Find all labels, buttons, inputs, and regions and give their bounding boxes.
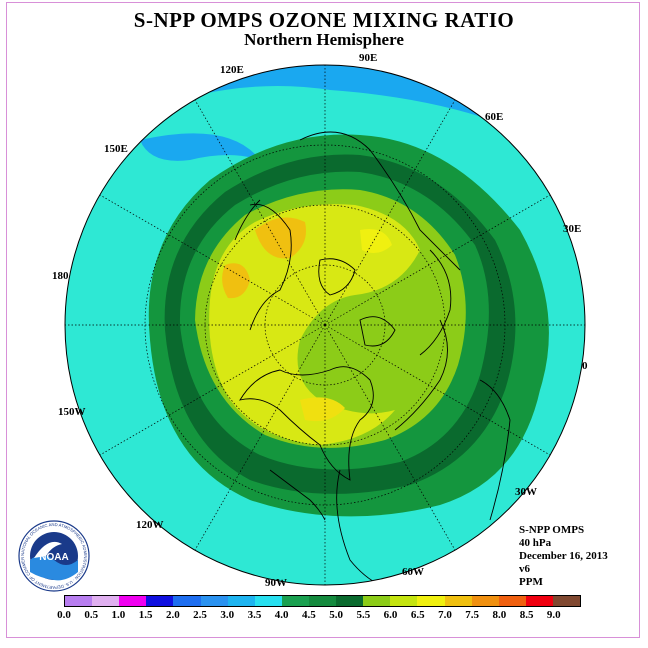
- legend-tick: 4.0: [274, 609, 289, 621]
- legend-tick: 8.5: [519, 609, 534, 621]
- graticule: [65, 65, 585, 585]
- lon-label-180: 180: [52, 270, 69, 282]
- legend-swatch: [336, 596, 364, 606]
- legend-tick: 3.0: [220, 609, 235, 621]
- page-title: S-NPP OMPS OZONE MIXING RATIO: [133, 8, 515, 32]
- ozone-blue-lobe: [140, 133, 260, 161]
- legend-tick: 2.5: [193, 609, 207, 621]
- info-units: PPM: [519, 576, 543, 588]
- info-date: December 16, 2013: [519, 550, 608, 562]
- legend-tick: 1.5: [138, 609, 153, 621]
- legend-swatch: [525, 596, 553, 606]
- legend-swatch: [227, 596, 255, 606]
- legend-tick: 7.0: [438, 609, 452, 621]
- legend-swatch: [92, 596, 120, 606]
- lon-label-120e: 120E: [220, 64, 244, 76]
- lon-label-30e: 30E: [563, 223, 581, 235]
- plot-frame: [6, 2, 640, 638]
- legend-swatch: [254, 596, 282, 606]
- legend-tick: 2.0: [165, 609, 180, 621]
- ozone-yellow-patch: [300, 397, 345, 422]
- ozone-yellow-region: [209, 204, 420, 445]
- legend-tick: 6.5: [410, 609, 425, 621]
- page-subtitle: Northern Hemisphere: [244, 30, 404, 49]
- noaa-logo-text: NOAA: [39, 552, 68, 563]
- info-instrument: S-NPP OMPS: [519, 524, 585, 536]
- lon-label-90w: 90W: [265, 577, 287, 589]
- legend-swatch: [173, 596, 201, 606]
- longitude-labels: 90E 60E 30E 0 30W 60W 90W 120W 150W 180 …: [52, 52, 588, 589]
- legend-swatch: [417, 596, 445, 606]
- legend-swatch: [119, 596, 147, 606]
- legend-swatch: [281, 596, 309, 606]
- legend-tick: 4.5: [302, 609, 316, 621]
- legend-swatch: [146, 596, 174, 606]
- legend-swatch: [471, 596, 499, 606]
- lon-label-150w: 150W: [58, 406, 86, 418]
- legend-swatch: [200, 596, 228, 606]
- legend-tick: 1.0: [111, 609, 126, 621]
- ozone-yellow-patch-2: [360, 229, 392, 254]
- hemisphere-border: [64, 64, 586, 586]
- ozone-orange-patch: [255, 217, 306, 259]
- legend-tick: 0.5: [84, 609, 99, 621]
- lon-label-120w: 120W: [136, 519, 164, 531]
- legend-swatch: [65, 596, 93, 606]
- lon-label-0: 0: [582, 360, 588, 372]
- lon-label-30w: 30W: [515, 486, 537, 498]
- legend-tick: 0.0: [57, 609, 71, 621]
- legend-tick: 9.0: [546, 609, 561, 621]
- noaa-logo: NOAA NATIONAL OCEANIC AND ATMOSPHERIC AD…: [18, 520, 90, 592]
- info-version: v6: [519, 563, 530, 575]
- legend-swatch: [444, 596, 472, 606]
- color-legend: [64, 595, 581, 607]
- lon-label-90e: 90E: [359, 52, 377, 64]
- coastlines: [234, 131, 511, 585]
- legend-swatch: [390, 596, 418, 606]
- legend-tick: 3.5: [247, 609, 262, 621]
- ozone-field: [65, 65, 585, 585]
- legend-swatch: [363, 596, 391, 606]
- legend-tick: 8.0: [492, 609, 507, 621]
- legend-tick: 6.0: [383, 609, 398, 621]
- lon-label-60w: 60W: [402, 566, 424, 578]
- legend-swatch: [498, 596, 526, 606]
- ozone-orange-patch-2: [222, 263, 250, 299]
- lon-label-150e: 150E: [104, 143, 128, 155]
- legend-tick: 7.5: [465, 609, 480, 621]
- lon-label-60e: 60E: [485, 111, 503, 123]
- legend-tick: 5.0: [329, 609, 343, 621]
- legend-swatch: [552, 596, 581, 606]
- info-level: 40 hPa: [519, 537, 552, 549]
- legend-swatch: [308, 596, 337, 606]
- legend-tick: 5.5: [356, 609, 371, 621]
- product-info: S-NPP OMPS 40 hPa December 16, 2013 v6 P…: [519, 524, 608, 589]
- legend-tick-labels: 0.0 0.5 1.0 1.5 2.0 2.5 3.0 3.5 4.0 4.5 5.0 5.5 6.0 6…: [57, 609, 581, 623]
